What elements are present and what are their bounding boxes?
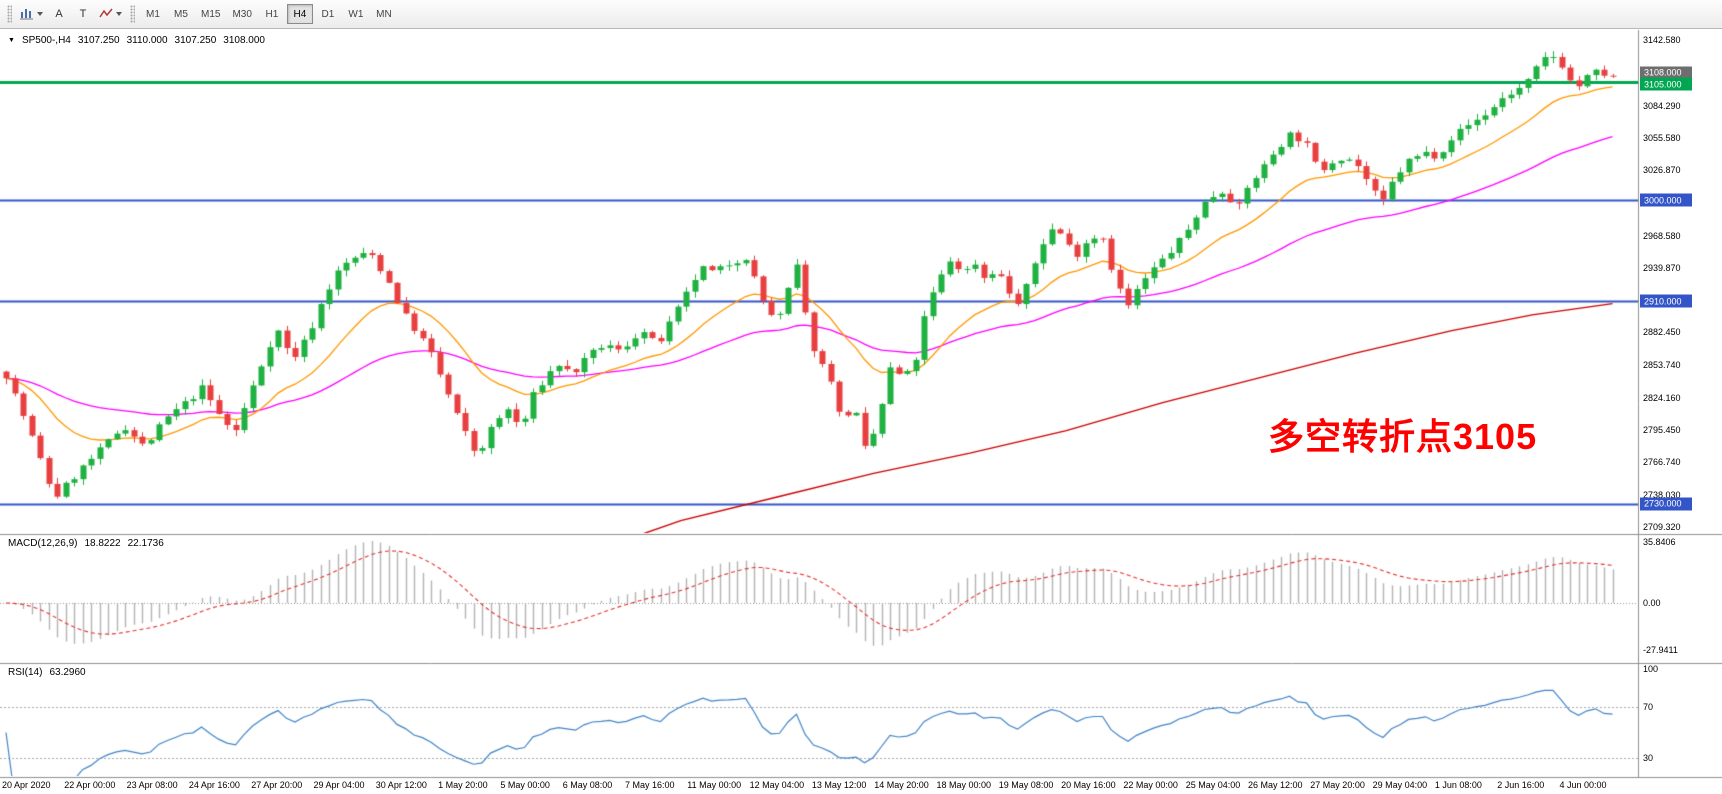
time-axis-label: 12 May 04:00 <box>749 780 805 790</box>
level-price-tag: 2730.000 <box>1640 497 1692 511</box>
expander-icon[interactable]: ▼ <box>8 37 15 44</box>
chart-type-icon <box>20 9 33 20</box>
text-tool-button[interactable]: T <box>71 3 95 25</box>
rsi-title: RSI(14) <box>8 667 43 678</box>
price-axis-label: 2882.450 <box>1643 327 1681 338</box>
chart-type-button[interactable] <box>16 3 47 25</box>
time-axis-label: 4 Jun 00:00 <box>1559 780 1607 790</box>
time-axis-label: 22 Apr 00:00 <box>64 780 116 790</box>
time-axis-label: 29 May 04:00 <box>1372 780 1428 790</box>
quote-line: ▼ SP500-,H4 3107.250 3110.000 3107.250 3… <box>8 35 265 46</box>
zigzag-icon <box>99 8 113 18</box>
letter-t-icon: T <box>79 8 87 20</box>
time-axis-label: 5 May 00:00 <box>500 780 550 790</box>
quote-open: 3107.250 <box>77 35 120 46</box>
symbol-period: SP500-,H4 <box>21 35 71 46</box>
annotation-text[interactable]: 多空转折点3105 <box>1268 416 1538 457</box>
macd-value-main: 18.8222 <box>84 538 121 549</box>
timeframe-h1[interactable]: H1 <box>259 4 285 24</box>
macd-axis-label: 0.00 <box>1643 598 1661 608</box>
macd-value-signal: 22.1736 <box>127 538 164 549</box>
quote-low: 3107.250 <box>174 35 217 46</box>
time-axis-label: 25 May 04:00 <box>1185 780 1241 790</box>
price-axis-label: 3084.290 <box>1643 100 1681 111</box>
annotation-a-button[interactable]: A <box>47 3 71 25</box>
macd-axis-label: 35.8406 <box>1643 537 1676 548</box>
timeframe-m15[interactable]: M15 <box>196 4 225 24</box>
time-axis-label: 13 May 12:00 <box>811 780 867 790</box>
rsi-label: RSI(14) 63.2960 <box>8 667 86 678</box>
time-axis-label: 27 May 20:00 <box>1310 780 1365 790</box>
timeframe-h4[interactable]: H4 <box>286 4 313 24</box>
timeframe-d1[interactable]: D1 <box>315 4 341 24</box>
time-axis-label: 27 Apr 20:00 <box>251 780 303 790</box>
time-axis-label: 2 Jun 16:00 <box>1497 780 1545 790</box>
toolbar-grip[interactable] <box>7 5 12 23</box>
timeframe-group: M1 M5 M15 M30 H1 H4 D1 W1 MN <box>139 4 398 24</box>
price-axis-label: 2853.740 <box>1643 359 1681 370</box>
time-axis-label: 29 Apr 04:00 <box>313 780 365 790</box>
level-price-tag: 2910.000 <box>1640 294 1692 308</box>
timeframe-mn[interactable]: MN <box>371 4 397 24</box>
current-price-tag: 3108.000 <box>1640 66 1692 80</box>
rsi-axis-label: 100 <box>1643 663 1659 674</box>
time-axis-label: 6 May 08:00 <box>562 780 613 790</box>
time-axis-label: 26 May 12:00 <box>1248 780 1303 790</box>
time-axis-label: 22 May 00:00 <box>1123 780 1178 790</box>
time-axis-label: 14 May 20:00 <box>874 780 929 790</box>
time-axis-label: 19 May 08:00 <box>998 780 1054 790</box>
price-axis-label: 2795.450 <box>1643 425 1681 436</box>
letter-a-icon: A <box>55 8 63 20</box>
price-axis-label: 3026.870 <box>1643 165 1681 176</box>
price-axis-label: 2738.030 <box>1643 489 1681 500</box>
macd-axis-label: -27.9411 <box>1643 645 1678 656</box>
rsi-axis-label: 70 <box>1643 702 1654 712</box>
rsi-axis-label: 30 <box>1643 753 1654 763</box>
price-axis-label: 2766.740 <box>1643 457 1681 468</box>
price-axis-label: 2968.580 <box>1643 230 1681 241</box>
time-axis-label: 11 May 00:00 <box>687 780 742 790</box>
price-axis-label: 2824.160 <box>1643 392 1681 403</box>
rsi-value: 63.2960 <box>49 667 86 678</box>
price-axis-label: 3142.580 <box>1643 35 1681 45</box>
price-axis-label: 2709.320 <box>1643 521 1681 532</box>
toolbar: A T M1 M5 M15 M30 H1 H4 D1 W1 MN <box>0 0 1722 29</box>
time-axis-label: 30 Apr 12:00 <box>375 780 427 790</box>
time-axis-label: 1 May 20:00 <box>438 780 488 790</box>
macd-title: MACD(12,26,9) <box>8 538 78 549</box>
time-axis-label: 1 Jun 08:00 <box>1434 780 1482 790</box>
level-price-tag: 3000.000 <box>1640 193 1692 207</box>
macd-label: MACD(12,26,9) 18.8222 22.1736 <box>8 538 164 549</box>
time-axis-label: 20 May 16:00 <box>1061 780 1116 790</box>
timeframe-m1[interactable]: M1 <box>140 4 166 24</box>
chevron-down-icon <box>116 12 122 16</box>
timeframe-w1[interactable]: W1 <box>343 4 369 24</box>
time-axis-label: 18 May 00:00 <box>936 780 992 790</box>
quote-close: 3108.000 <box>223 35 265 46</box>
time-axis-label: 23 Apr 08:00 <box>126 780 178 790</box>
time-axis-label: 7 May 16:00 <box>625 780 675 790</box>
quote-high: 3110.000 <box>126 35 168 46</box>
chevron-down-icon <box>37 12 43 16</box>
time-axis-label: 20 Apr 2020 <box>2 780 51 790</box>
timeframe-m30[interactable]: M30 <box>227 4 256 24</box>
toolbar-grip[interactable] <box>130 5 135 23</box>
price-axis-label: 2939.870 <box>1643 262 1681 273</box>
indicators-button[interactable] <box>95 3 126 25</box>
timeframe-m5[interactable]: M5 <box>168 4 194 24</box>
time-axis-label: 24 Apr 16:00 <box>188 780 240 790</box>
level-price-tag: 3105.000 <box>1640 77 1692 91</box>
price-axis-label: 3055.580 <box>1643 132 1681 143</box>
